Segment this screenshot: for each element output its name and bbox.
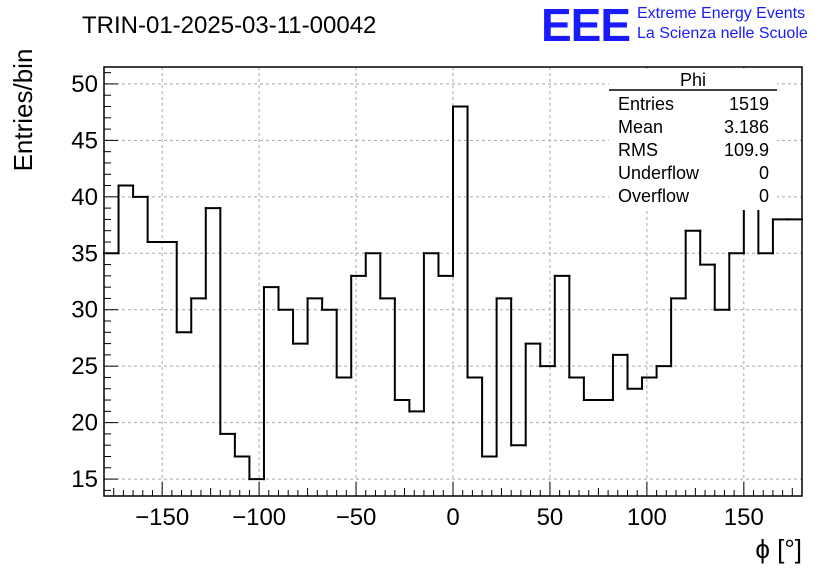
stats-mean-label: Mean [618,117,663,137]
stats-entries-value: 1519 [729,94,769,114]
x-tick-label: 100 [627,504,667,531]
x-axis-title: ϕ [°] [755,534,802,564]
tick-marks [103,72,803,496]
y-tick-label: 35 [71,240,98,267]
y-tick-label: 15 [71,466,98,493]
y-tick-label: 30 [71,297,98,324]
x-tick-label: −100 [232,504,286,531]
y-axis-title: Entries/bin [8,49,38,172]
x-tick-label: −50 [336,504,377,531]
y-tick-label: 50 [71,71,98,98]
y-tick-label: 40 [71,184,98,211]
stats-entries-label: Entries [618,94,674,114]
eee-logo-line2: La Scienza nelle Scuole [637,25,808,42]
stats-box: Phi Entries 1519 Mean 3.186 RMS 109.9 Un… [609,69,777,210]
x-tick-label: 50 [537,504,564,531]
stats-underflow-label: Underflow [618,163,700,183]
y-tick-label: 20 [71,410,98,437]
stats-box-background [609,69,777,210]
y-tick-label: 25 [71,353,98,380]
y-tick-label: 45 [71,127,98,154]
tick-labels: −150 −100 −50 0 50 100 150 15 20 25 30 35 40 45 50 [71,71,764,531]
eee-logo-line1: Extreme Energy Events [637,5,805,22]
stats-title: Phi [680,70,706,90]
eee-logo: EEE Extreme Energy Events La Scienza nel… [541,0,808,51]
x-tick-label: 150 [724,504,764,531]
stats-overflow-label: Overflow [618,186,690,206]
x-tick-label: 0 [446,504,459,531]
stats-rms-value: 109.9 [724,140,769,160]
x-tick-label: −150 [135,504,189,531]
stats-mean-value: 3.186 [724,117,769,137]
stats-overflow-value: 0 [759,186,769,206]
eee-logo-letters: EEE [541,0,630,51]
stats-underflow-value: 0 [759,163,769,183]
run-title: TRIN-01-2025-03-11-00042 [82,12,376,39]
stats-rms-label: RMS [618,140,658,160]
